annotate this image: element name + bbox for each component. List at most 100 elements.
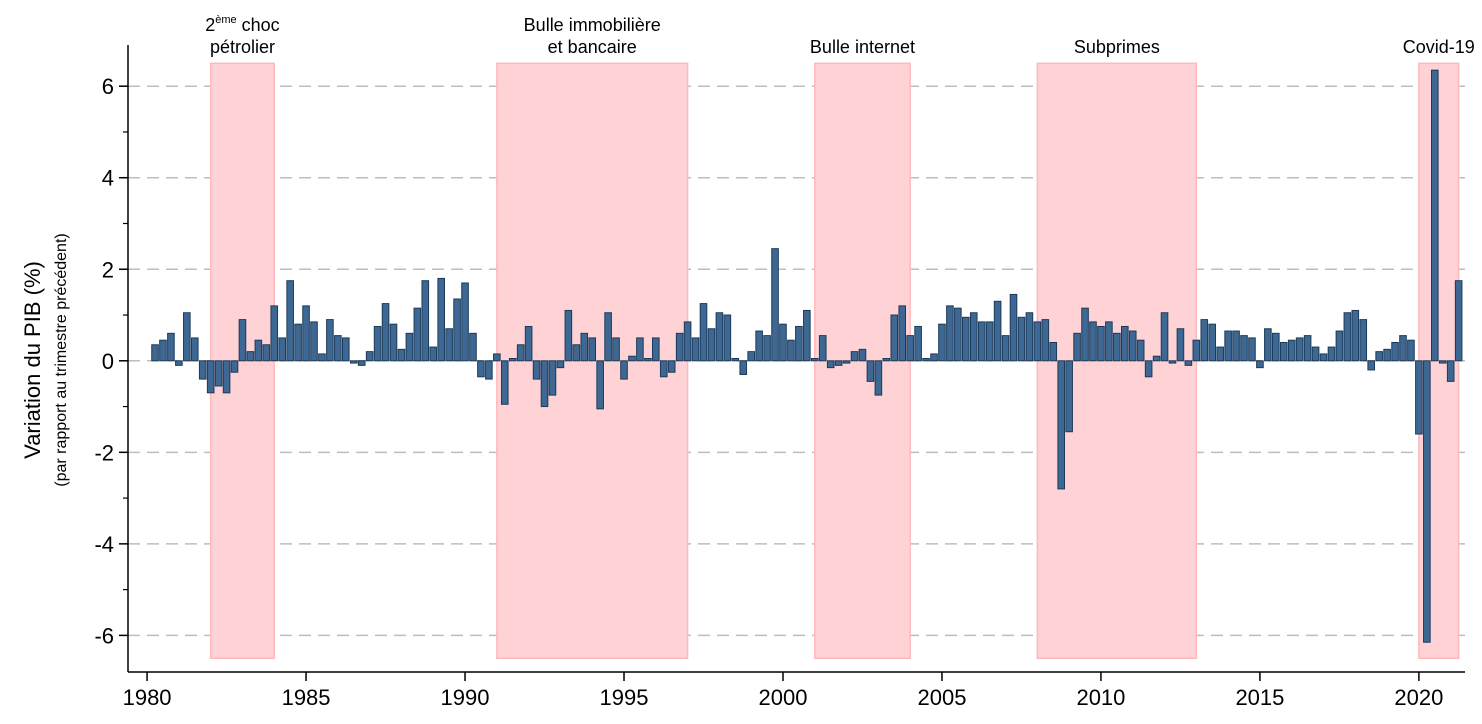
bar (270, 305, 279, 362)
bar (230, 360, 239, 373)
y-tick-label: -2 (94, 440, 114, 465)
bar (1423, 360, 1431, 643)
bar (906, 335, 914, 362)
bar (1208, 323, 1217, 362)
bar (850, 351, 859, 362)
bar (151, 344, 159, 362)
bar (564, 309, 573, 362)
band-label: 2ème choc (205, 14, 279, 35)
y-tick-label: -6 (94, 623, 114, 648)
bar (1279, 341, 1288, 362)
bar (580, 332, 589, 362)
bar (969, 312, 978, 362)
bar (604, 312, 612, 362)
bar (628, 355, 636, 362)
bar (508, 358, 517, 362)
bar (262, 344, 271, 362)
bar (1136, 339, 1145, 362)
bar (612, 337, 620, 362)
bar (818, 335, 827, 362)
bar (715, 312, 724, 362)
x-tick-label: 2005 (917, 685, 966, 710)
band-label: Bulle internet (810, 37, 915, 57)
bar (1192, 339, 1201, 362)
bar (826, 360, 835, 369)
bar (1319, 353, 1328, 362)
bar (1033, 321, 1042, 362)
bar (294, 323, 302, 362)
bar (691, 337, 700, 362)
bar (938, 323, 946, 362)
band-label-part: 2 (205, 15, 215, 35)
bar (175, 360, 183, 366)
bar (413, 307, 422, 362)
bar (620, 360, 628, 380)
y-tick-label: 2 (102, 257, 114, 282)
bar (834, 360, 843, 366)
y-tick-label: 0 (102, 349, 114, 374)
bar (922, 358, 930, 362)
bar (1120, 325, 1129, 362)
bar (977, 321, 986, 362)
x-tick-label: 1980 (123, 685, 172, 710)
bar (707, 328, 716, 362)
y-tick-label: 4 (102, 166, 114, 191)
band-label: Subprimes (1074, 37, 1160, 57)
bar (962, 316, 970, 362)
bar (1216, 346, 1224, 362)
bar (1160, 312, 1169, 362)
bar (1454, 280, 1463, 362)
bar (652, 337, 660, 362)
bar (890, 314, 899, 362)
bar (357, 360, 366, 366)
bar (1224, 330, 1232, 362)
bar (1113, 332, 1121, 362)
bar (1184, 360, 1193, 366)
bar (190, 337, 199, 362)
bar (954, 307, 962, 362)
bar (1391, 341, 1399, 362)
x-tick-label: 1985 (282, 685, 331, 710)
bar (1152, 355, 1161, 362)
bar (1311, 346, 1320, 362)
bar (278, 337, 287, 362)
bar (421, 280, 430, 362)
bar (532, 360, 541, 380)
bar (596, 360, 604, 410)
bar (1089, 321, 1097, 362)
bar (1128, 330, 1137, 362)
bar (198, 360, 207, 380)
bar (1073, 332, 1081, 362)
bar (1248, 337, 1256, 362)
bar (1303, 335, 1312, 362)
y-tick-label: 6 (102, 74, 114, 99)
bar (349, 360, 358, 364)
band-label: et bancaire (548, 37, 637, 57)
bar (1200, 319, 1209, 362)
bar (373, 325, 382, 362)
bar (1025, 312, 1034, 362)
bar (310, 321, 318, 362)
bar (1176, 328, 1185, 362)
band-label-part: ème (215, 14, 236, 26)
bar (771, 248, 779, 362)
x-tick-label: 2020 (1394, 685, 1443, 710)
bar (636, 337, 644, 362)
bar (326, 319, 334, 362)
bar (461, 282, 469, 362)
bar (898, 305, 907, 362)
bar (493, 353, 501, 362)
bar (930, 353, 938, 362)
bar (803, 309, 811, 362)
bar (516, 344, 525, 362)
bar (1415, 360, 1423, 435)
x-tick-label: 1995 (600, 685, 649, 710)
bar (1065, 360, 1073, 433)
bar (1001, 335, 1010, 362)
bar (747, 351, 755, 362)
bar (1232, 330, 1240, 362)
bar (1041, 319, 1050, 362)
bar (556, 360, 565, 369)
bar (755, 330, 763, 362)
bar (779, 323, 787, 362)
